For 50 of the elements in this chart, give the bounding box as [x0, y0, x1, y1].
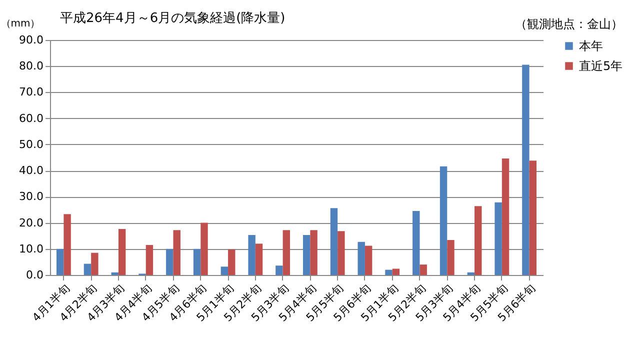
bar [248, 235, 256, 275]
bar [364, 246, 372, 275]
chart-title: 平成26年4月～6月の気象経過(降水量) [60, 11, 286, 26]
bar [91, 252, 98, 275]
bar [358, 242, 365, 275]
y-tick-label: 50.0 [19, 138, 44, 151]
bar [276, 266, 283, 275]
bar [310, 230, 318, 275]
y-tick-label: 80.0 [19, 60, 44, 73]
y-tick-label: 60.0 [19, 112, 44, 125]
bar [282, 230, 290, 275]
y-tick-label: 0.0 [26, 268, 44, 282]
bar [166, 248, 174, 275]
y-tick-label: 40.0 [19, 164, 44, 178]
y-axis-title: （mm） [0, 18, 40, 30]
bar [302, 235, 310, 275]
bar [440, 166, 448, 275]
bar [412, 211, 420, 275]
bar [330, 208, 338, 275]
y-tick-label: 30.0 [19, 190, 44, 204]
bar [200, 222, 208, 275]
bar [84, 264, 92, 275]
legend-label: 直近5年 [579, 59, 623, 73]
bar [474, 206, 482, 275]
bar [392, 268, 400, 275]
bar [338, 231, 345, 275]
bar [529, 160, 537, 275]
y-tick-label: 90.0 [19, 34, 44, 46]
legend-label: 本年 [579, 39, 603, 53]
bar [118, 229, 126, 275]
bar [111, 272, 118, 275]
y-tick-label: 10.0 [19, 242, 44, 256]
bar [467, 272, 475, 275]
bar [502, 158, 510, 275]
bar [146, 244, 154, 275]
bar [447, 240, 454, 275]
bar [385, 270, 392, 275]
bar [494, 202, 502, 275]
bar [64, 214, 71, 275]
text: （観測地点：金山） [515, 17, 623, 31]
y-tick-label: 70.0 [19, 86, 44, 99]
bar [220, 266, 228, 275]
bar [193, 248, 201, 275]
bar [420, 264, 427, 275]
bar [255, 244, 263, 275]
bar [228, 249, 236, 275]
y-tick-label: 20.0 [19, 216, 44, 230]
bar [56, 248, 64, 275]
bar [522, 64, 530, 275]
bar [173, 230, 180, 275]
